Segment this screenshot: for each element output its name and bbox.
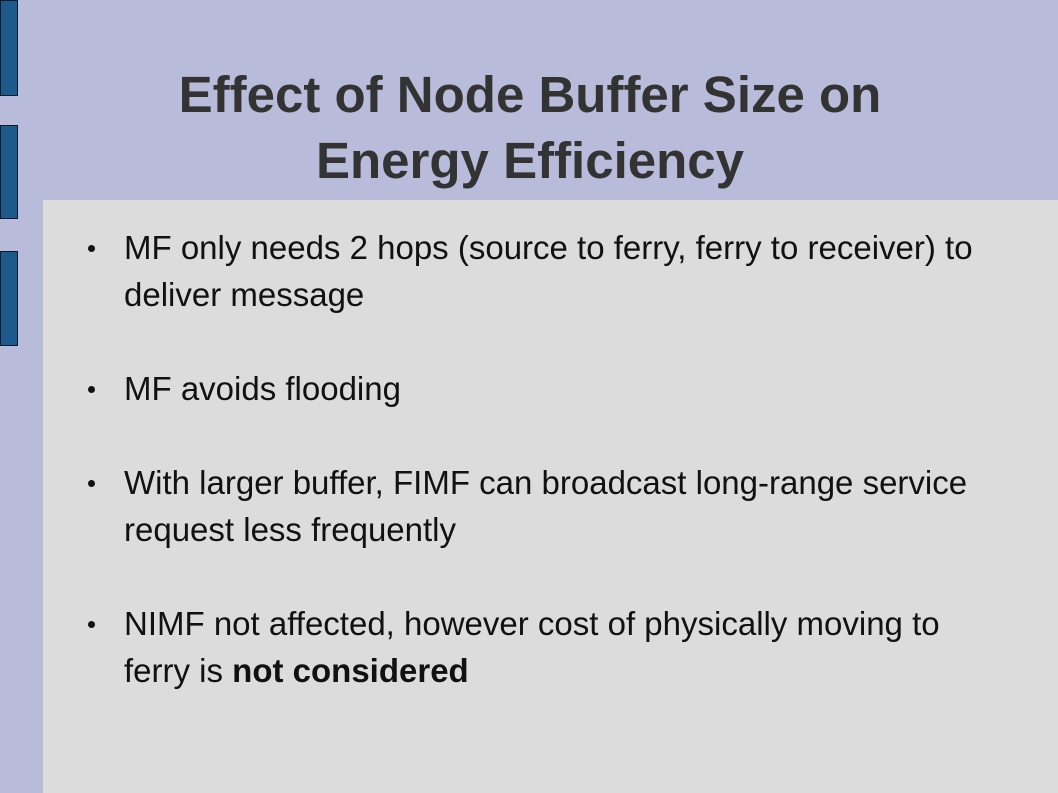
bullet: NIMF not affected, however cost of physi…: [88, 600, 994, 694]
bullet-list: MF only needs 2 hops (source to ferry, f…: [88, 224, 994, 741]
accent-bar: [0, 125, 18, 219]
bullet-text: MF avoids flooding: [124, 370, 401, 407]
bullet: MF avoids flooding: [88, 365, 994, 412]
bullet-text: NIMF not affected, however cost of physi…: [124, 605, 949, 689]
bullet-emphasis: not considered: [232, 652, 469, 689]
bullet: With larger buffer, FIMF can broadcast l…: [88, 459, 994, 553]
content-area: [43, 200, 1058, 793]
bullet-text: MF only needs 2 hops (source to ferry, f…: [124, 229, 982, 313]
bullet-text: With larger buffer, FIMF can broadcast l…: [124, 464, 977, 548]
accent-bar: [0, 0, 18, 96]
bullet: MF only needs 2 hops (source to ferry, f…: [88, 224, 994, 318]
accent-bar: [0, 251, 18, 346]
slide-title: Effect of Node Buffer Size on Energy Eff…: [178, 66, 882, 189]
